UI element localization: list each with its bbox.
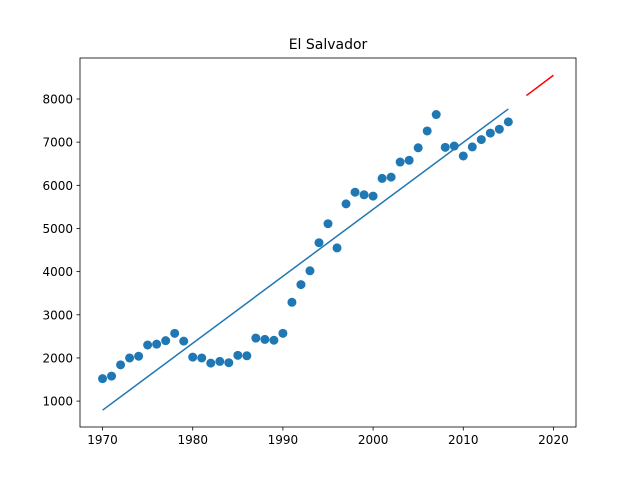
data-point-1973: [125, 353, 135, 363]
data-point-2008: [440, 142, 450, 152]
plot-frame: [79, 57, 577, 428]
data-point-1970: [98, 374, 108, 384]
data-point-1974: [134, 351, 144, 361]
y-tick-label-2000: 2000: [42, 351, 73, 365]
x-tick-label-1970: 1970: [87, 433, 118, 447]
data-point-2015: [503, 117, 513, 127]
chart-title: El Salvador: [289, 37, 368, 53]
data-point-1987: [251, 333, 261, 343]
data-point-1995: [323, 219, 333, 229]
projection-line: [525, 74, 554, 97]
x-tick-label-2010: 2010: [448, 433, 479, 447]
data-point-2007: [431, 110, 441, 120]
data-point-1999: [359, 190, 369, 200]
data-point-1994: [314, 238, 324, 248]
y-tick-label-7000: 7000: [42, 136, 73, 150]
y-tick-label-3000: 3000: [42, 308, 73, 322]
data-point-1982: [206, 358, 216, 368]
y-tick-label-6000: 6000: [42, 179, 73, 193]
data-point-1976: [152, 339, 162, 349]
x-tick-label-1990: 1990: [268, 433, 299, 447]
data-point-1986: [242, 351, 252, 361]
data-point-1977: [161, 336, 171, 346]
data-point-2010: [458, 151, 468, 161]
data-point-2002: [386, 172, 396, 182]
data-point-1992: [296, 280, 306, 290]
data-point-1983: [215, 356, 225, 366]
x-tick-label-1980: 1980: [177, 433, 208, 447]
y-tick-label-1000: 1000: [42, 395, 73, 409]
data-point-1985: [233, 350, 243, 360]
data-point-2011: [467, 142, 477, 152]
plot-area: [98, 74, 554, 411]
data-point-2003: [395, 157, 405, 167]
data-point-1975: [143, 340, 153, 350]
y-tick-label-5000: 5000: [42, 222, 73, 236]
data-point-1972: [116, 360, 126, 370]
x-tick-label-2000: 2000: [358, 433, 389, 447]
x-tick-label-2020: 2020: [538, 433, 569, 447]
data-point-2013: [485, 128, 495, 138]
data-point-1990: [278, 328, 288, 338]
data-point-1979: [179, 336, 189, 346]
data-point-1971: [107, 371, 117, 381]
data-point-1996: [332, 243, 342, 253]
data-point-1980: [188, 352, 198, 362]
data-point-1998: [350, 187, 360, 197]
data-point-2012: [476, 135, 486, 145]
data-point-1993: [305, 266, 315, 276]
data-point-1991: [287, 297, 297, 307]
data-point-1984: [224, 358, 234, 368]
y-tick-label-8000: 8000: [42, 93, 73, 107]
y-tick-label-4000: 4000: [42, 265, 73, 279]
axes: 1970 1980 1990 2000 2010 2020 1000 2000 3000 4000…: [42, 57, 577, 447]
data-point-2014: [494, 124, 504, 134]
data-point-1978: [170, 328, 180, 338]
data-point-2001: [377, 173, 387, 183]
data-point-2004: [404, 155, 414, 165]
data-point-2000: [368, 191, 378, 201]
data-point-2006: [422, 126, 432, 136]
data-point-2005: [413, 143, 423, 153]
data-point-1981: [197, 353, 207, 363]
trend-line: [102, 108, 509, 411]
data-point-1989: [269, 335, 279, 345]
data-point-1988: [260, 334, 270, 344]
data-point-1997: [341, 199, 351, 209]
